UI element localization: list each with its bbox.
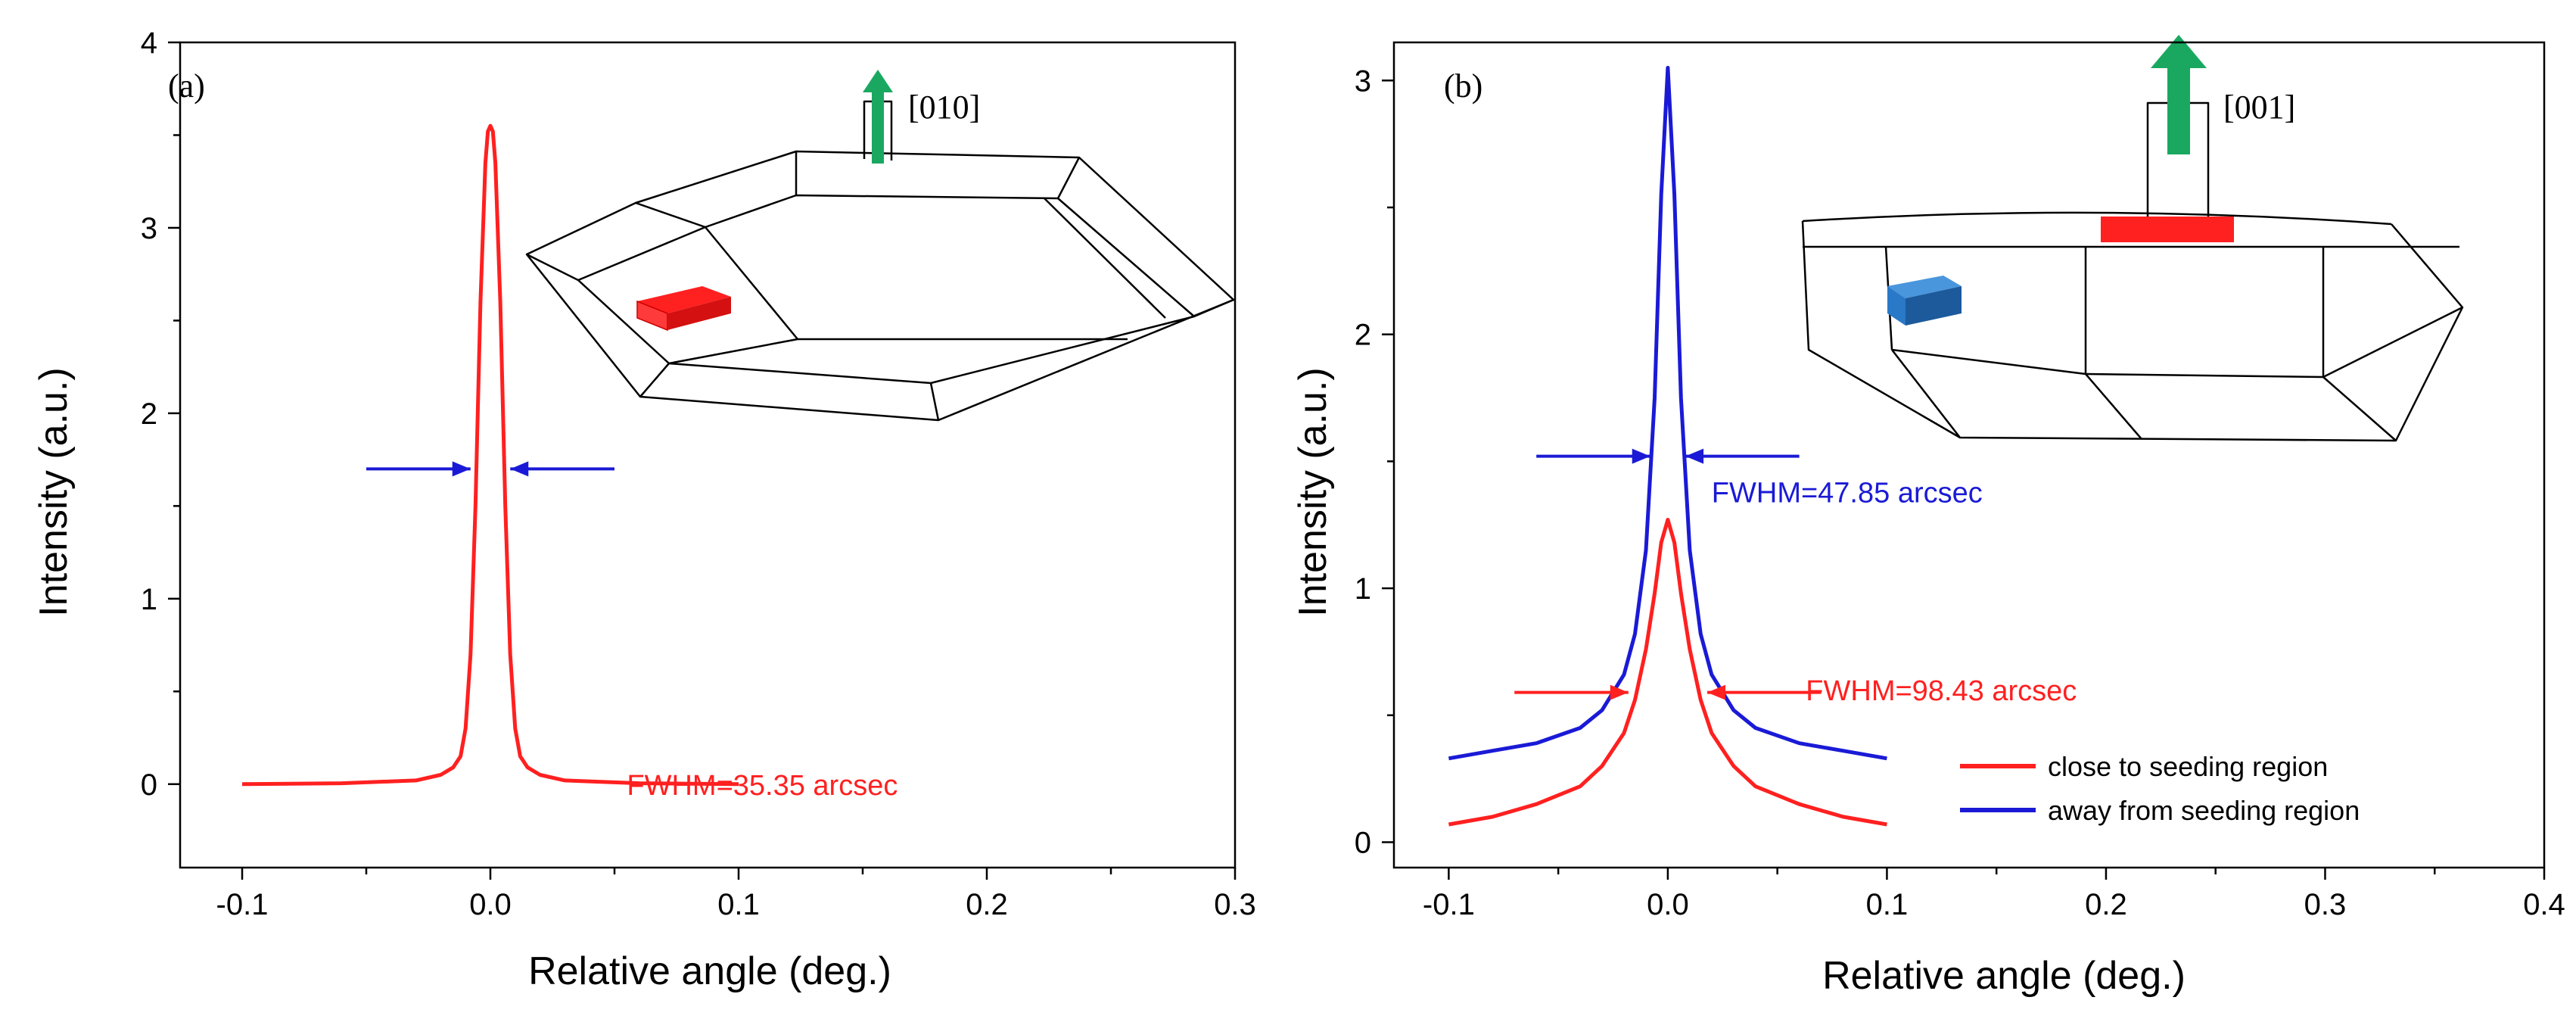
crystal-inner-edge <box>577 194 1196 385</box>
crystal-edge <box>2322 376 2397 441</box>
crystal-edge <box>1056 157 1081 199</box>
panel-1-frame <box>1392 41 2546 869</box>
panel-a-plot: -0.1 0.0 0.1 0.2 0.3 0 1 2 3 4 FWHM=35.35 arcsec <box>141 26 1256 921</box>
crystal-edge <box>1193 298 1234 318</box>
y-tick-label: 0 <box>141 768 157 802</box>
panel-b: Relative angle (deg.) Intensity (a.u.) (… <box>1291 35 2565 998</box>
fwhm-annotation: FWHM=35.35 arcsec <box>627 770 898 802</box>
x-tick-label: 0.0 <box>469 888 512 921</box>
direction-arrow-shaft <box>872 89 884 164</box>
sample-block-top <box>637 286 731 313</box>
crystal-edge <box>1891 349 1961 438</box>
y-tick-label: 0 <box>1355 826 1371 859</box>
x-tick-label: 0.0 <box>1647 888 1689 921</box>
crystal-edge <box>639 363 670 397</box>
sample-block-top <box>1887 276 1962 298</box>
x-tick-label: 0.3 <box>2304 888 2347 921</box>
panel-a-ylabel: Intensity (a.u.) <box>32 367 76 616</box>
x-tick-label: -0.1 <box>1423 888 1475 921</box>
direction-arrow-icon <box>2151 35 2207 68</box>
fwhm-arrow-right-head <box>1707 684 1726 700</box>
series-line-rocking-curve-010- <box>241 123 739 787</box>
panel-b-direction-label: [001] <box>2223 89 2295 126</box>
series-line-close-to-seeding-region <box>1448 518 1887 827</box>
panel-a-direction-label: [010] <box>908 89 980 126</box>
sample-block-front <box>1887 286 1906 326</box>
y-tick-label: 2 <box>141 397 157 431</box>
fwhm-annotation: FWHM=98.43 arcsec <box>1806 675 2077 707</box>
y-tick-label: 3 <box>141 212 157 245</box>
fwhm-arrow-left-head <box>1610 684 1629 700</box>
series-line-away-from-seeding-region <box>1448 66 1887 761</box>
fwhm-arrow-right-head <box>510 461 529 477</box>
x-tick-label: 0.1 <box>717 888 760 921</box>
fwhm-arrow-left-head <box>1632 448 1650 464</box>
panel-b-legend: close to seeding region away from seedin… <box>1960 751 2360 826</box>
crystal-outline <box>525 150 1235 422</box>
crystal-edge <box>526 253 579 282</box>
x-tick-label: 0.2 <box>2085 888 2127 921</box>
panel-a-crystal-inset: [010] <box>525 70 1235 422</box>
crystal-edge <box>1891 348 2086 376</box>
panel-b-label: (b) <box>1444 67 1482 104</box>
panel-b-ylabel: Intensity (a.u.) <box>1291 367 1335 616</box>
y-tick-label: 4 <box>141 26 157 60</box>
legend-label-away: away from seeding region <box>2048 795 2360 826</box>
panel-a: Relative angle (deg.) Intensity (a.u.) (… <box>32 26 1256 993</box>
direction-arrow-shaft <box>2167 64 2190 154</box>
panel-0-frame <box>179 41 1237 869</box>
crystal-edge <box>635 201 706 229</box>
y-tick-label: 1 <box>1355 572 1371 606</box>
x-tick-label: -0.1 <box>216 888 269 921</box>
fwhm-annotation: FWHM=47.85 arcsec <box>1712 478 1983 510</box>
crystal-edge <box>2085 373 2142 440</box>
panel-a-xlabel: Relative angle (deg.) <box>528 949 891 993</box>
sample-block-side <box>1906 286 1962 326</box>
x-tick-label: 0.3 <box>1214 888 1256 921</box>
crystal-edge <box>929 382 940 421</box>
crystal-outline <box>1801 220 2464 442</box>
x-tick-label: 0.2 <box>966 888 1008 921</box>
crystal-top-edge <box>1802 211 2392 226</box>
panel-a-label: (a) <box>168 67 205 104</box>
crystal-edge <box>2085 372 2324 379</box>
seed-region <box>2101 217 2234 242</box>
fwhm-arrow-left-head <box>452 461 471 477</box>
fwhm-arrow-right-head <box>1685 448 1704 464</box>
crystal-edge <box>2322 306 2463 379</box>
panel-b-xlabel: Relative angle (deg.) <box>1822 954 2186 998</box>
x-tick-label: 0.4 <box>2523 888 2565 921</box>
panel-b-plot: -0.1 0.0 0.1 0.2 0.3 0.4 0 1 2 3 FWHM=47.85 arcsec… <box>1355 41 2565 921</box>
legend-label-close: close to seeding region <box>2048 751 2328 782</box>
y-tick-label: 3 <box>1355 64 1371 98</box>
crystal-edge <box>705 226 798 340</box>
y-tick-label: 1 <box>141 583 157 616</box>
y-tick-label: 2 <box>1355 319 1371 352</box>
x-tick-label: 0.1 <box>1866 888 1909 921</box>
crystal-edge <box>1044 198 1166 319</box>
direction-arrow-icon <box>863 70 893 92</box>
crystal-edge <box>668 338 798 365</box>
sample-block-side <box>667 297 731 330</box>
panel-b-crystal-inset: [001] <box>1801 35 2464 442</box>
